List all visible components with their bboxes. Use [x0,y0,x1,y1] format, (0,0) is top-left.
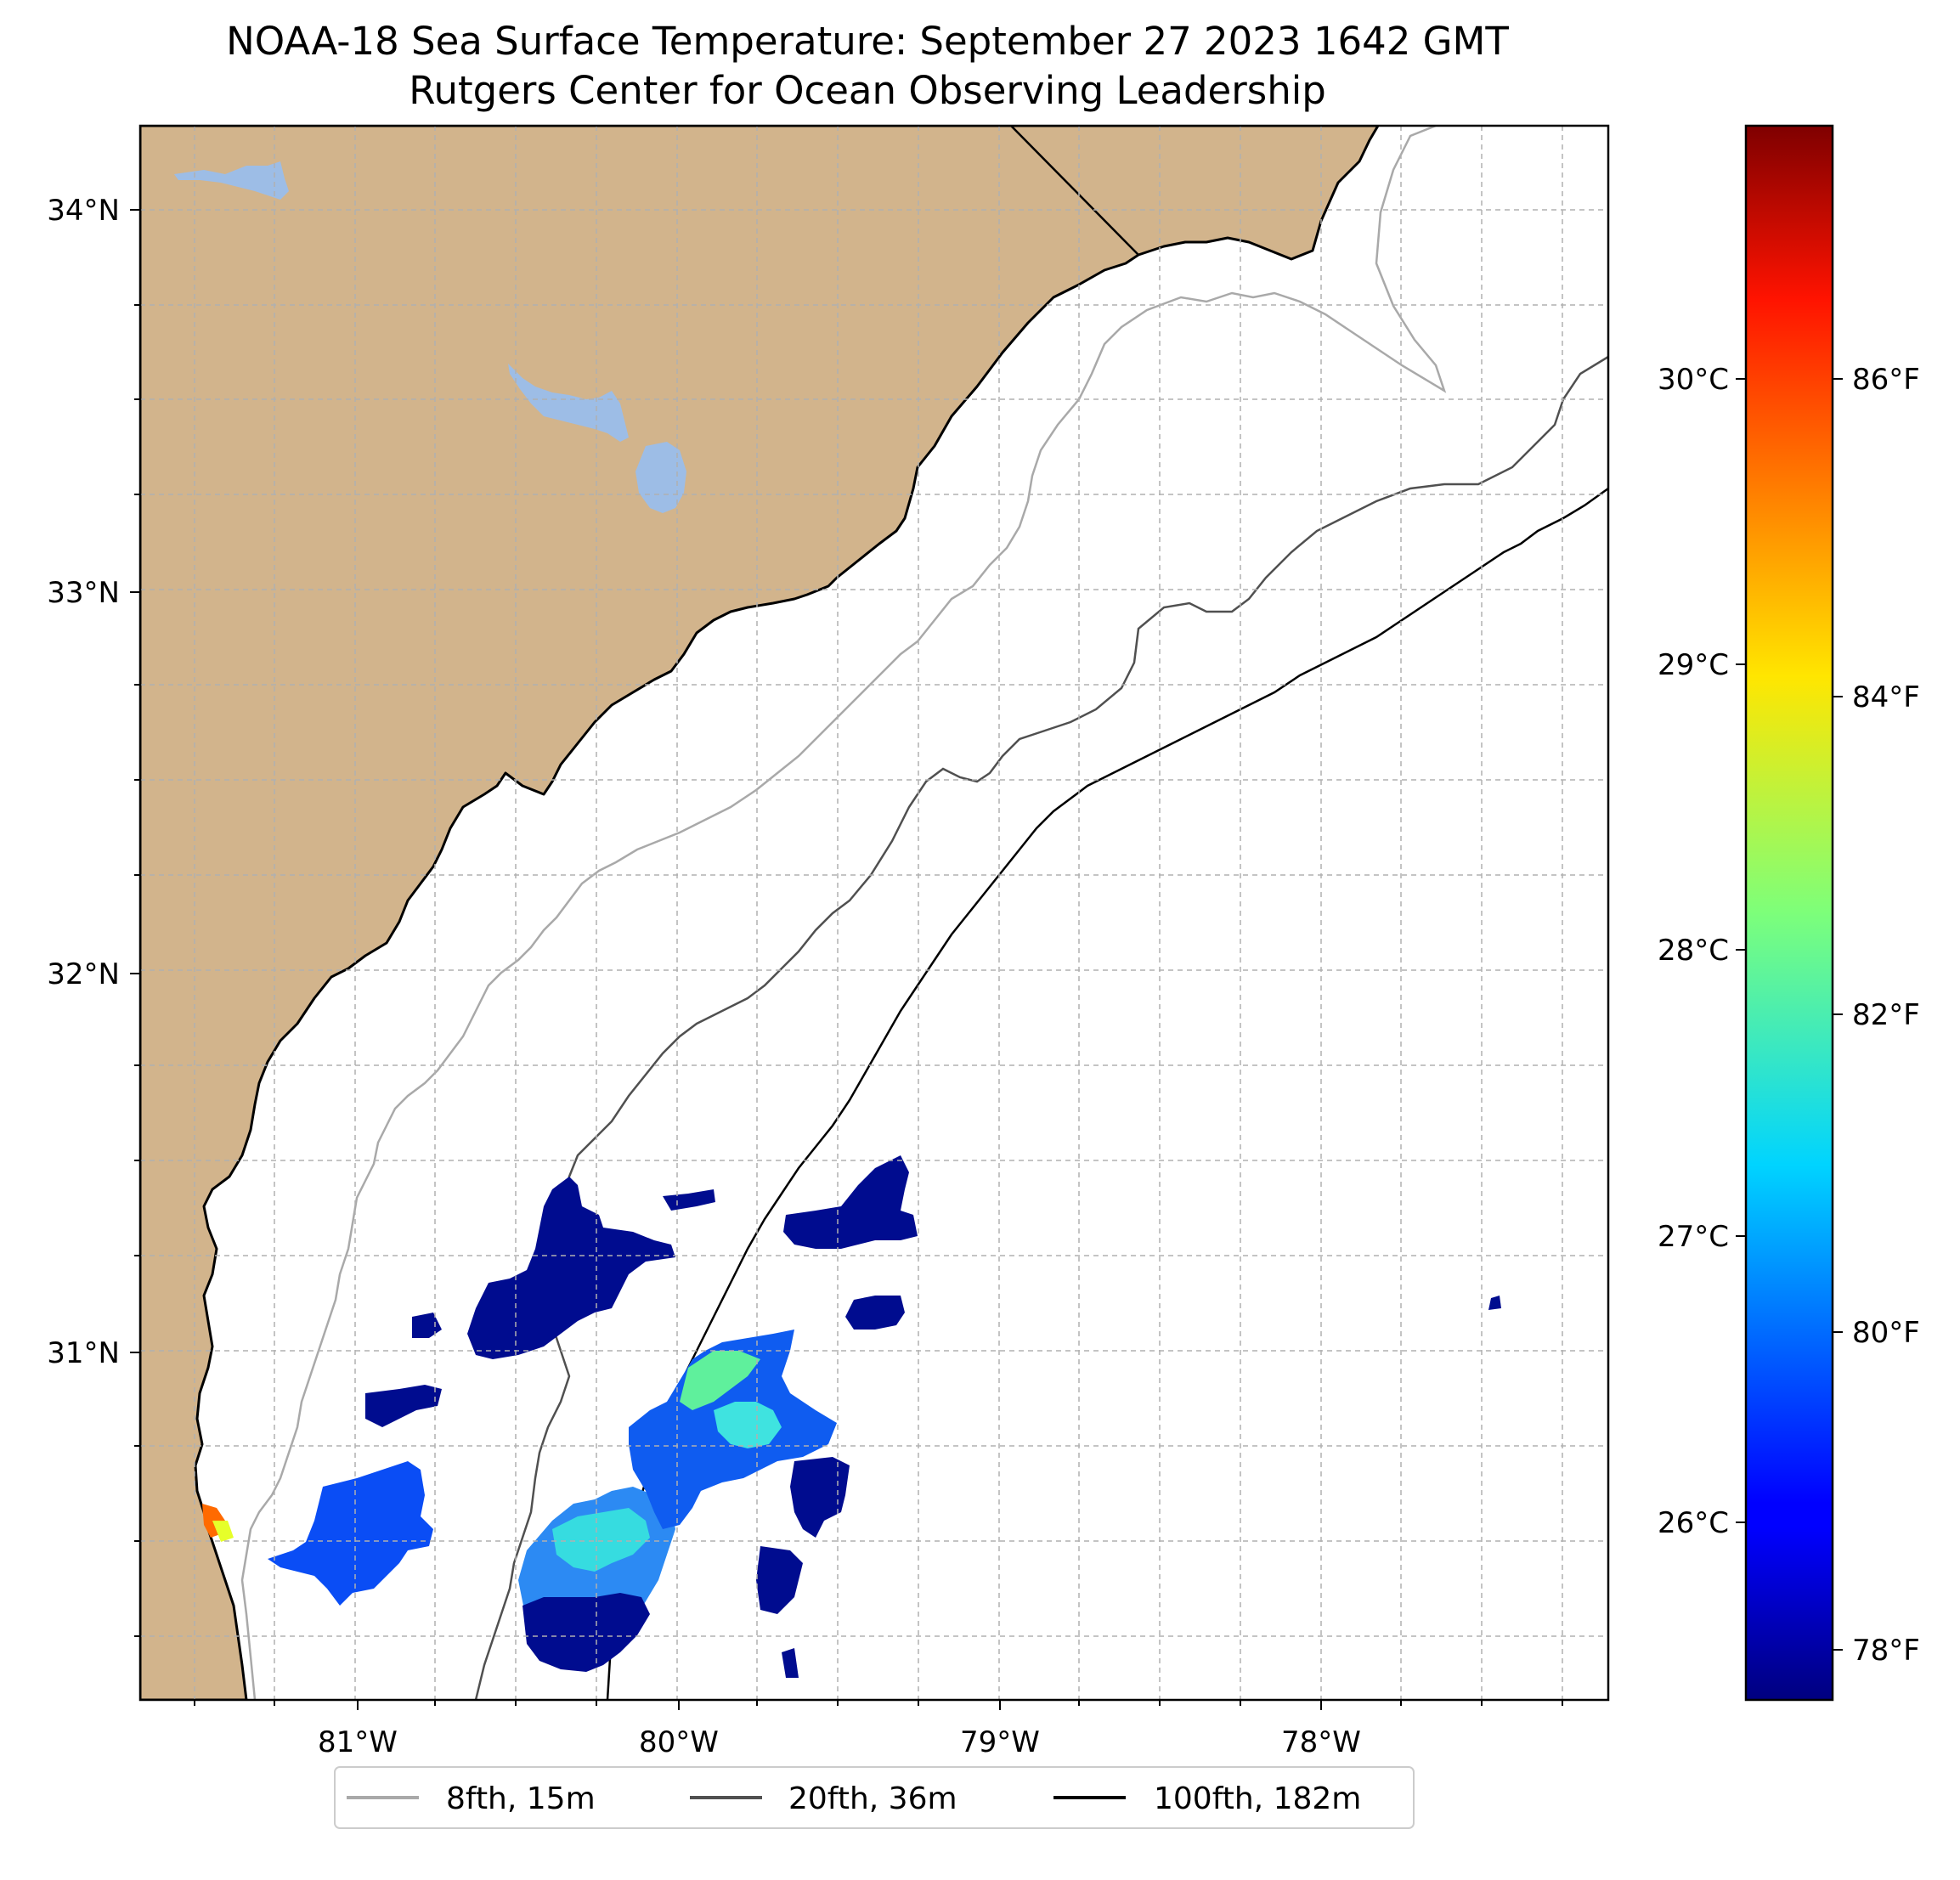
map-area [140,126,1608,1700]
sst-patch-yellow-coast [212,1521,234,1542]
colorbar-c-28: 28°C [1658,934,1729,968]
legend-label-20fth: 20fth, 36m [788,1781,957,1816]
colorbar-c-27: 27°C [1658,1220,1729,1254]
sst-patch-dark-4 [663,1189,715,1211]
colorbar-f-82: 82°F [1852,998,1920,1032]
lon-label-81w: 81°W [318,1725,398,1759]
lat-label-33n: 33°N [47,576,120,610]
colorbar-f-84: 84°F [1852,680,1920,714]
colorbar-c-26: 26°C [1658,1506,1729,1540]
legend-label-100fth: 100fth, 182m [1154,1781,1361,1816]
lat-label-31n: 31°N [47,1336,120,1370]
sst-patch-blue-1 [268,1461,433,1606]
lake-moultrie [508,364,629,442]
sst-patch-dark-3 [845,1296,905,1330]
state-border [1010,126,1139,256]
sst-patch-small-1 [1488,1296,1501,1310]
lake-marion-south [635,442,686,513]
lake-marion [174,161,289,200]
map-subtitle: Rutgers Center for Ocean Observing Leade… [409,68,1326,113]
legend-label-8fth: 8fth, 15m [446,1781,596,1816]
lat-label-34n: 34°N [47,194,120,228]
colorbar-ticks [1736,378,1843,1651]
sst-patch-dark-7 [522,1593,650,1672]
lat-label-32n: 32°N [47,957,120,991]
sst-patch-small-2 [782,1648,799,1678]
map-frame [138,124,1610,1702]
axis-ticks [130,209,1563,1710]
gridlines [140,126,1608,1700]
sst-patch-dark-6 [365,1385,442,1427]
colorbar-c-30: 30°C [1658,363,1729,397]
contour-20fth [474,355,1608,1700]
sst-patch-green-1 [680,1351,760,1410]
contour-100fth [606,487,1608,1700]
lon-label-80w: 80°W [639,1725,719,1759]
sst-patch-dark-8 [790,1457,850,1538]
contour-legend: 8fth, 15m 20fth, 36m 100fth, 182m [334,1766,1415,1829]
colorbar-c-29: 29°C [1658,648,1729,682]
colorbar-f-80: 80°F [1852,1316,1920,1350]
sst-patch-dark-2 [783,1155,918,1249]
lon-label-78w: 78°W [1281,1725,1361,1759]
land-mass [140,126,1380,1700]
sst-patch-cyan-2 [714,1402,782,1448]
colorbar [1744,124,1834,1702]
sst-observations [202,1155,1501,1678]
sst-patch-dark-9 [756,1546,803,1614]
lon-label-79w: 79°W [960,1725,1040,1759]
map-title: NOAA-18 Sea Surface Temperature: Septemb… [226,19,1509,64]
legend-box [334,1766,1415,1829]
colorbar-f-78: 78°F [1852,1634,1920,1668]
contour-8fth [240,126,1447,1700]
colorbar-f-86: 86°F [1852,363,1920,397]
sst-patch-lightcyan-1 [552,1508,650,1572]
sst-patch-dark-1 [467,1177,675,1359]
